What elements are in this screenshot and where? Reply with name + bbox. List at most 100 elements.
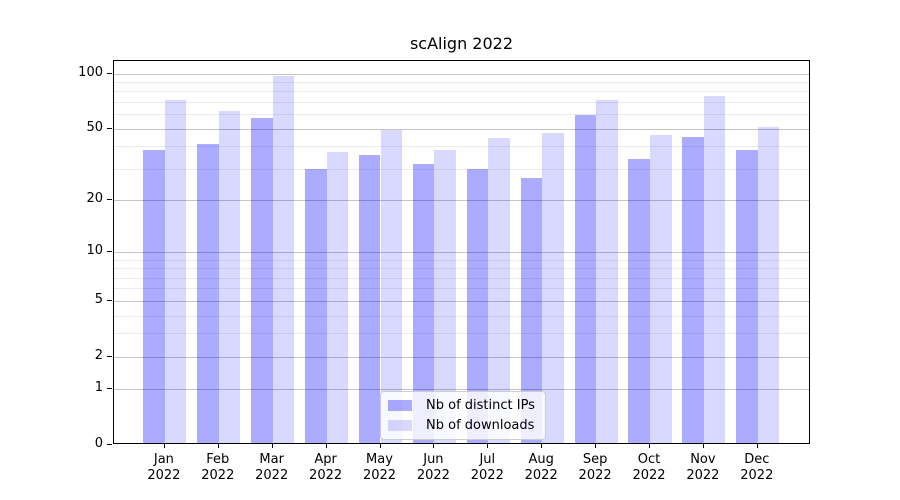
minor-gridline <box>114 333 809 335</box>
x-label-year: 2022 <box>578 468 612 483</box>
x-axis-tick-label: Apr 2022 <box>295 452 357 484</box>
x-label-month: Jun <box>423 452 444 467</box>
x-label-year: 2022 <box>632 468 666 483</box>
y-axis-tick-label: 1 <box>94 380 103 396</box>
x-label-year: 2022 <box>416 468 450 483</box>
x-label-year: 2022 <box>686 468 720 483</box>
minor-gridline <box>114 146 809 148</box>
minor-gridline <box>114 168 809 170</box>
x-label-year: 2022 <box>524 468 558 483</box>
x-label-month: Jan <box>153 452 174 467</box>
bar-ips-Jun <box>412 164 435 443</box>
x-axis-tick <box>595 444 597 448</box>
x-label-year: 2022 <box>740 468 774 483</box>
minor-gridline <box>114 114 809 116</box>
bar-ips-Mar <box>251 117 273 443</box>
x-axis-tick-label: Jun 2022 <box>402 452 464 484</box>
major-gridline <box>114 73 809 75</box>
bar-downloads-Sep <box>596 99 618 443</box>
major-gridline <box>114 389 809 391</box>
minor-gridline <box>114 91 809 93</box>
y-axis-tick <box>107 444 112 445</box>
x-axis-tick-label: May 2022 <box>349 452 411 484</box>
major-gridline <box>114 199 809 201</box>
x-label-month: Nov <box>690 452 716 467</box>
x-axis-tick-label: Jul 2022 <box>456 452 518 484</box>
bar-ips-Feb <box>197 144 219 443</box>
bar-ips-Sep <box>574 114 597 443</box>
y-axis-tick <box>107 198 112 200</box>
x-axis-tick <box>271 444 273 448</box>
y-axis-tick <box>107 355 112 357</box>
bar-ips-May <box>358 154 381 443</box>
bar-ips-Dec <box>736 150 758 443</box>
y-axis-tick <box>107 127 112 129</box>
legend-item-distinct-ips: Nb of distinct IPs <box>388 398 535 413</box>
bar-ips-Apr <box>305 169 327 443</box>
x-label-month: Oct <box>637 452 661 467</box>
major-gridline <box>114 356 809 358</box>
bar-downloads-Jul <box>488 138 510 443</box>
x-axis-tick-label: Oct 2022 <box>618 452 680 484</box>
x-label-month: Sep <box>582 452 608 467</box>
bar-downloads-May <box>380 129 403 443</box>
x-label-month: Jul <box>479 452 496 467</box>
y-axis-tick <box>107 388 112 390</box>
major-gridline <box>114 300 809 302</box>
x-axis-tick-label: Dec 2022 <box>726 452 788 484</box>
major-gridline <box>114 128 809 130</box>
x-label-year: 2022 <box>255 468 289 483</box>
legend-swatch-downloads <box>388 420 412 431</box>
legend-label-distinct-ips: Nb of distinct IPs <box>426 398 535 413</box>
x-axis-tick-label: Jan 2022 <box>133 452 195 484</box>
x-label-year: 2022 <box>362 468 397 483</box>
y-axis-tick-label: 5 <box>94 291 103 307</box>
bar-downloads-Dec <box>757 126 780 443</box>
x-label-month: Apr <box>314 452 337 467</box>
x-axis-tick <box>649 444 650 448</box>
minor-gridline <box>114 81 809 83</box>
bar-ips-Jul <box>466 169 489 443</box>
x-label-year: 2022 <box>147 468 181 483</box>
y-axis-tick-label: 50 <box>86 119 103 135</box>
x-axis-tick <box>379 444 381 448</box>
bar-downloads-Mar <box>272 75 295 443</box>
x-axis-tick <box>702 444 704 448</box>
bar-downloads-Oct <box>650 134 672 443</box>
bar-downloads-Nov <box>703 95 726 443</box>
x-axis-tick-label: Nov 2022 <box>672 452 734 484</box>
x-axis-tick-label: Mar 2022 <box>241 452 303 484</box>
bar-ips-Nov <box>682 136 704 443</box>
x-axis-tick <box>541 444 543 448</box>
x-label-month: Feb <box>206 452 230 467</box>
x-axis-tick-label: Feb 2022 <box>187 452 249 484</box>
bar-downloads-Jun <box>434 150 456 443</box>
x-axis-tick <box>487 444 489 448</box>
x-axis-tick-label: Aug 2022 <box>510 452 572 484</box>
major-gridline <box>114 252 809 253</box>
minor-gridline <box>114 259 809 261</box>
y-axis-tick <box>107 299 112 301</box>
x-axis-tick <box>433 444 435 448</box>
legend-item-downloads: Nb of downloads <box>388 418 535 433</box>
minor-gridline <box>114 101 809 103</box>
y-axis-tick <box>107 251 112 252</box>
bar-downloads-Feb <box>218 110 241 443</box>
bar-downloads-Apr <box>326 152 349 443</box>
x-label-year: 2022 <box>201 468 235 483</box>
y-axis-tick-label: 2 <box>94 347 103 363</box>
x-axis-tick <box>325 444 327 448</box>
x-axis-tick <box>756 444 758 448</box>
x-axis-tick <box>217 444 219 448</box>
y-axis-tick-label: 20 <box>86 190 103 206</box>
bar-ips-Jan <box>143 150 165 443</box>
minor-gridline <box>114 268 809 270</box>
bar-downloads-Aug <box>542 133 564 443</box>
y-axis-tick-label: 10 <box>86 243 103 258</box>
bar-ips-Oct <box>628 159 650 443</box>
x-label-month: Dec <box>744 452 770 467</box>
x-label-month: Mar <box>259 452 284 467</box>
plot-area: Nb of distinct IPs Nb of downloads <box>113 60 810 444</box>
minor-gridline <box>114 277 809 279</box>
